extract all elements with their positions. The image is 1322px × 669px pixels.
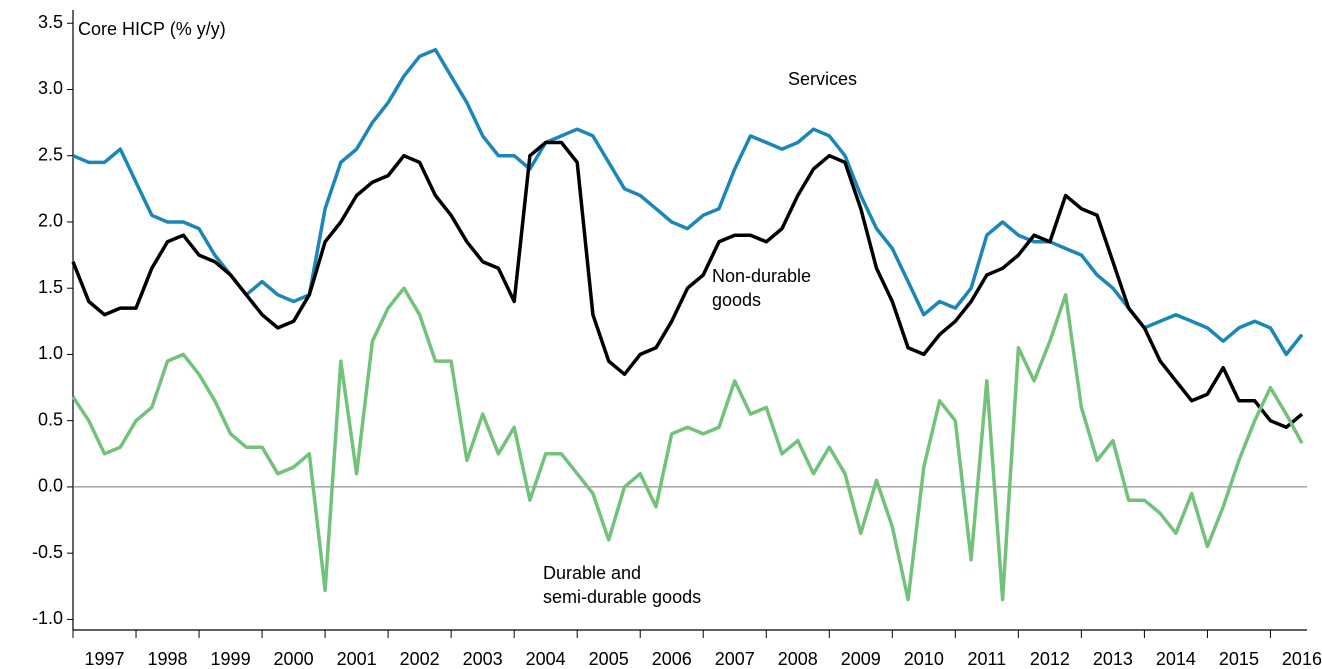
series-label: semi-durable goods <box>543 587 701 607</box>
y-tick-label: -1.0 <box>32 608 63 628</box>
y-tick-label: 3.0 <box>38 78 63 98</box>
x-tick-label: 2001 <box>337 649 377 669</box>
x-tick-label: 1997 <box>84 649 124 669</box>
y-tick-label: 0.0 <box>38 476 63 496</box>
series-label: Non-durable <box>712 266 811 286</box>
x-tick-label: 2009 <box>841 649 881 669</box>
y-tick-label: 3.5 <box>38 12 63 32</box>
x-tick-label: 2008 <box>778 649 818 669</box>
x-tick-label: 2003 <box>463 649 503 669</box>
y-tick-label: 2.0 <box>38 211 63 231</box>
x-tick-label: 2012 <box>1030 649 1070 669</box>
y-tick-label: 2.5 <box>38 144 63 164</box>
y-tick-label: 1.5 <box>38 277 63 297</box>
x-tick-label: 1999 <box>211 649 251 669</box>
series-line <box>71 140 1304 430</box>
x-tick-label: 2011 <box>967 649 1006 669</box>
x-tick-label: 2014 <box>1156 649 1196 669</box>
y-tick-label: 1.0 <box>38 343 63 363</box>
x-tick-label: 2004 <box>526 649 566 669</box>
x-tick-label: 2010 <box>904 649 944 669</box>
series-label: goods <box>712 290 761 310</box>
x-tick-label: 2006 <box>652 649 692 669</box>
x-tick-label: 2016 <box>1282 649 1322 669</box>
x-tick-label: 1998 <box>148 649 188 669</box>
x-tick-label: 2015 <box>1219 649 1259 669</box>
x-tick-label: 2007 <box>715 649 755 669</box>
x-tick-label: 2005 <box>589 649 629 669</box>
x-tick-label: 2002 <box>400 649 440 669</box>
x-tick-label: 2013 <box>1093 649 1133 669</box>
series-line <box>71 286 1304 602</box>
x-tick-label: 2000 <box>274 649 314 669</box>
y-tick-label: -0.5 <box>32 542 63 562</box>
y-axis-label: Core HICP (% y/y) <box>78 19 226 39</box>
series-line <box>72 47 1304 357</box>
y-tick-label: 0.5 <box>38 409 63 429</box>
series-label: Services <box>788 69 857 89</box>
series-label: Durable and <box>543 563 641 583</box>
